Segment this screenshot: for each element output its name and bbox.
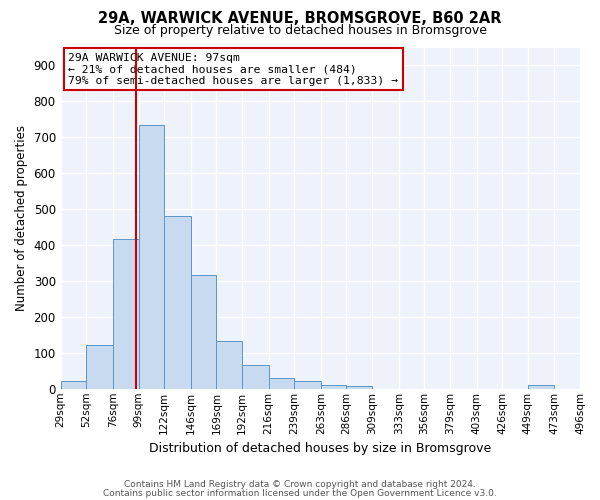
Text: Contains public sector information licensed under the Open Government Licence v3: Contains public sector information licen… [103, 488, 497, 498]
Bar [294, 380, 321, 389]
Text: 29A WARWICK AVENUE: 97sqm
← 21% of detached houses are smaller (484)
79% of semi: 29A WARWICK AVENUE: 97sqm ← 21% of detac… [68, 52, 398, 86]
Bar [528, 385, 554, 389]
Text: 29A, WARWICK AVENUE, BROMSGROVE, B60 2AR: 29A, WARWICK AVENUE, BROMSGROVE, B60 2AR [98, 11, 502, 26]
Bar [139, 126, 164, 389]
Text: Size of property relative to detached houses in Bromsgrove: Size of property relative to detached ho… [113, 24, 487, 37]
Bar [113, 238, 139, 389]
Bar [86, 345, 113, 389]
Bar [321, 385, 346, 389]
Bar [346, 386, 372, 389]
Bar [217, 341, 242, 389]
Bar [269, 378, 294, 389]
Bar [191, 275, 217, 389]
Bar [242, 366, 269, 389]
X-axis label: Distribution of detached houses by size in Bromsgrove: Distribution of detached houses by size … [149, 442, 491, 455]
Bar [164, 216, 191, 389]
Text: Contains HM Land Registry data © Crown copyright and database right 2024.: Contains HM Land Registry data © Crown c… [124, 480, 476, 489]
Y-axis label: Number of detached properties: Number of detached properties [15, 125, 28, 311]
Bar [61, 381, 86, 389]
